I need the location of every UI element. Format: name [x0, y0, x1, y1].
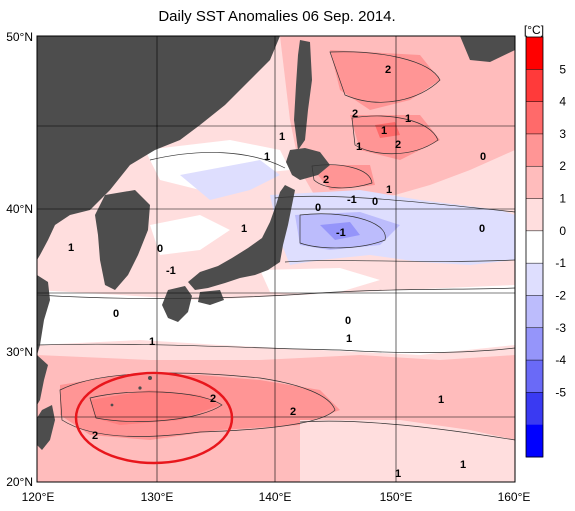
- contour-label: 2: [385, 64, 391, 76]
- okinawa-island: [110, 403, 114, 407]
- china-southeast-coast: [37, 355, 48, 405]
- kuroshio-cold-spot: [320, 222, 360, 240]
- okinawa-island: [138, 386, 142, 390]
- contour-label: 1: [68, 242, 74, 254]
- okhotsk-warm-patch: [330, 50, 440, 110]
- colorbar-swatch: [526, 101, 543, 135]
- colorbar-swatch: [526, 424, 543, 458]
- contour-label: 0: [372, 196, 378, 208]
- colorbar-swatch: [526, 198, 543, 232]
- contour-labels: 2 2 1 1 2 1 1 1 0 2 1 0 -1 0 0 1 -1 1 0 …: [68, 64, 486, 480]
- contour-lines: [37, 51, 515, 441]
- sakhalin: [294, 40, 312, 150]
- colorbar-swatch: [526, 230, 543, 264]
- east-honshu-neutral: [260, 268, 380, 295]
- contour-label: 0: [345, 315, 351, 327]
- map-area: [37, 36, 515, 482]
- longitude-label: 150°E: [380, 490, 413, 504]
- asia-mainland-north: [37, 36, 280, 260]
- contour-label: 2: [352, 108, 358, 120]
- colorbar-swatch: [526, 360, 543, 393]
- colorbar-tick-label: 2: [559, 159, 566, 173]
- contour-label: 2: [92, 430, 98, 442]
- contour-label: 1: [438, 394, 444, 406]
- contour-label: 0: [157, 243, 163, 255]
- korean-peninsula: [95, 190, 150, 290]
- contour-label: 0: [315, 202, 321, 214]
- colorbar-tick-label: 3: [559, 127, 566, 141]
- longitude-label: 130°E: [141, 490, 174, 504]
- longitude-label: 120°E: [22, 490, 55, 504]
- contour-label: -1: [347, 194, 357, 206]
- highlight-ellipse: [74, 371, 234, 465]
- colorbar-swatch: [526, 263, 543, 296]
- contour-label: 0: [113, 308, 119, 320]
- contour-label: 0: [479, 223, 485, 235]
- colorbar: [°C] 5 4 3 2 1 0 -1 -2 -3 -4 -5: [524, 23, 566, 458]
- contour-label: 1: [356, 141, 362, 153]
- contour-label: 1: [264, 151, 270, 163]
- colorbar-swatch: [526, 392, 543, 426]
- south-warm-center: [90, 390, 220, 425]
- colorbar-tick-label: 4: [559, 95, 566, 109]
- kamchatka: [460, 36, 515, 62]
- contour-label: -1: [336, 227, 346, 239]
- hokkaido: [286, 148, 330, 180]
- kyushu: [162, 286, 192, 322]
- colorbar-tick-label: -4: [555, 353, 566, 367]
- colorbar-ticks: 5 4 3 2 1 0 -1 -2 -3 -4 -5: [526, 62, 566, 399]
- latitude-label: 30°N: [6, 345, 33, 359]
- graticule: [37, 36, 515, 482]
- colorbar-swatches: [526, 37, 543, 458]
- longitude-label: 140°E: [259, 490, 292, 504]
- southeast-mild-region: [300, 420, 515, 482]
- colorbar-tick-label: -2: [555, 288, 566, 302]
- contour-label: -1: [166, 265, 176, 277]
- shikoku: [198, 290, 224, 305]
- contour-label: 2: [210, 393, 216, 405]
- colorbar-tick-label: 0: [559, 224, 566, 238]
- latitude-label: 50°N: [6, 30, 33, 44]
- map-title: Daily SST Anomalies 06 Sep. 2014.: [158, 8, 395, 25]
- sea-of-japan-south: [150, 215, 230, 255]
- colorbar-tick-label: -5: [555, 385, 566, 399]
- hokkaido-warm-patch: [310, 165, 375, 190]
- colorbar-swatch: [526, 295, 543, 329]
- okinawa-island: [148, 376, 152, 380]
- sea-of-japan-cool: [180, 160, 280, 200]
- sea-of-japan-neutral: [145, 140, 290, 190]
- contour-label: 1: [395, 468, 401, 480]
- colorbar-swatch: [526, 133, 543, 167]
- contour-label: 0: [480, 151, 486, 163]
- map-frame: [36, 35, 516, 483]
- honshu: [188, 185, 295, 290]
- mid-latitude-neutral: [37, 285, 515, 355]
- contour-label: 2: [290, 406, 296, 418]
- contour-label: 1: [405, 113, 411, 125]
- colorbar-swatch: [526, 69, 543, 103]
- taiwan: [37, 405, 55, 450]
- latitude-label: 20°N: [6, 475, 33, 489]
- latitude-label: 40°N: [6, 202, 33, 216]
- colorbar-frame: [525, 36, 544, 458]
- colorbar-tick-label: 5: [559, 62, 566, 76]
- contour-label: 2: [323, 174, 329, 186]
- colorbar-tick-label: -3: [555, 321, 566, 335]
- colorbar-tick-label: 1: [559, 192, 566, 206]
- colorbar-swatch: [526, 166, 543, 200]
- longitude-label: 160°E: [498, 490, 531, 504]
- contour-label: 1: [460, 459, 466, 471]
- colorbar-tick-label: -1: [555, 256, 566, 270]
- colorbar-swatch: [526, 37, 543, 70]
- contour-label: 2: [395, 139, 401, 151]
- colorbar-swatch: [526, 327, 543, 361]
- contour-label: 1: [346, 333, 352, 345]
- contour-label: 1: [386, 184, 392, 196]
- colorbar-unit: [°C]: [524, 23, 544, 37]
- contour-label: 1: [241, 223, 247, 235]
- contour-label: 1: [279, 131, 285, 143]
- contour-label: 1: [149, 336, 155, 348]
- contour-label: 1: [381, 125, 387, 137]
